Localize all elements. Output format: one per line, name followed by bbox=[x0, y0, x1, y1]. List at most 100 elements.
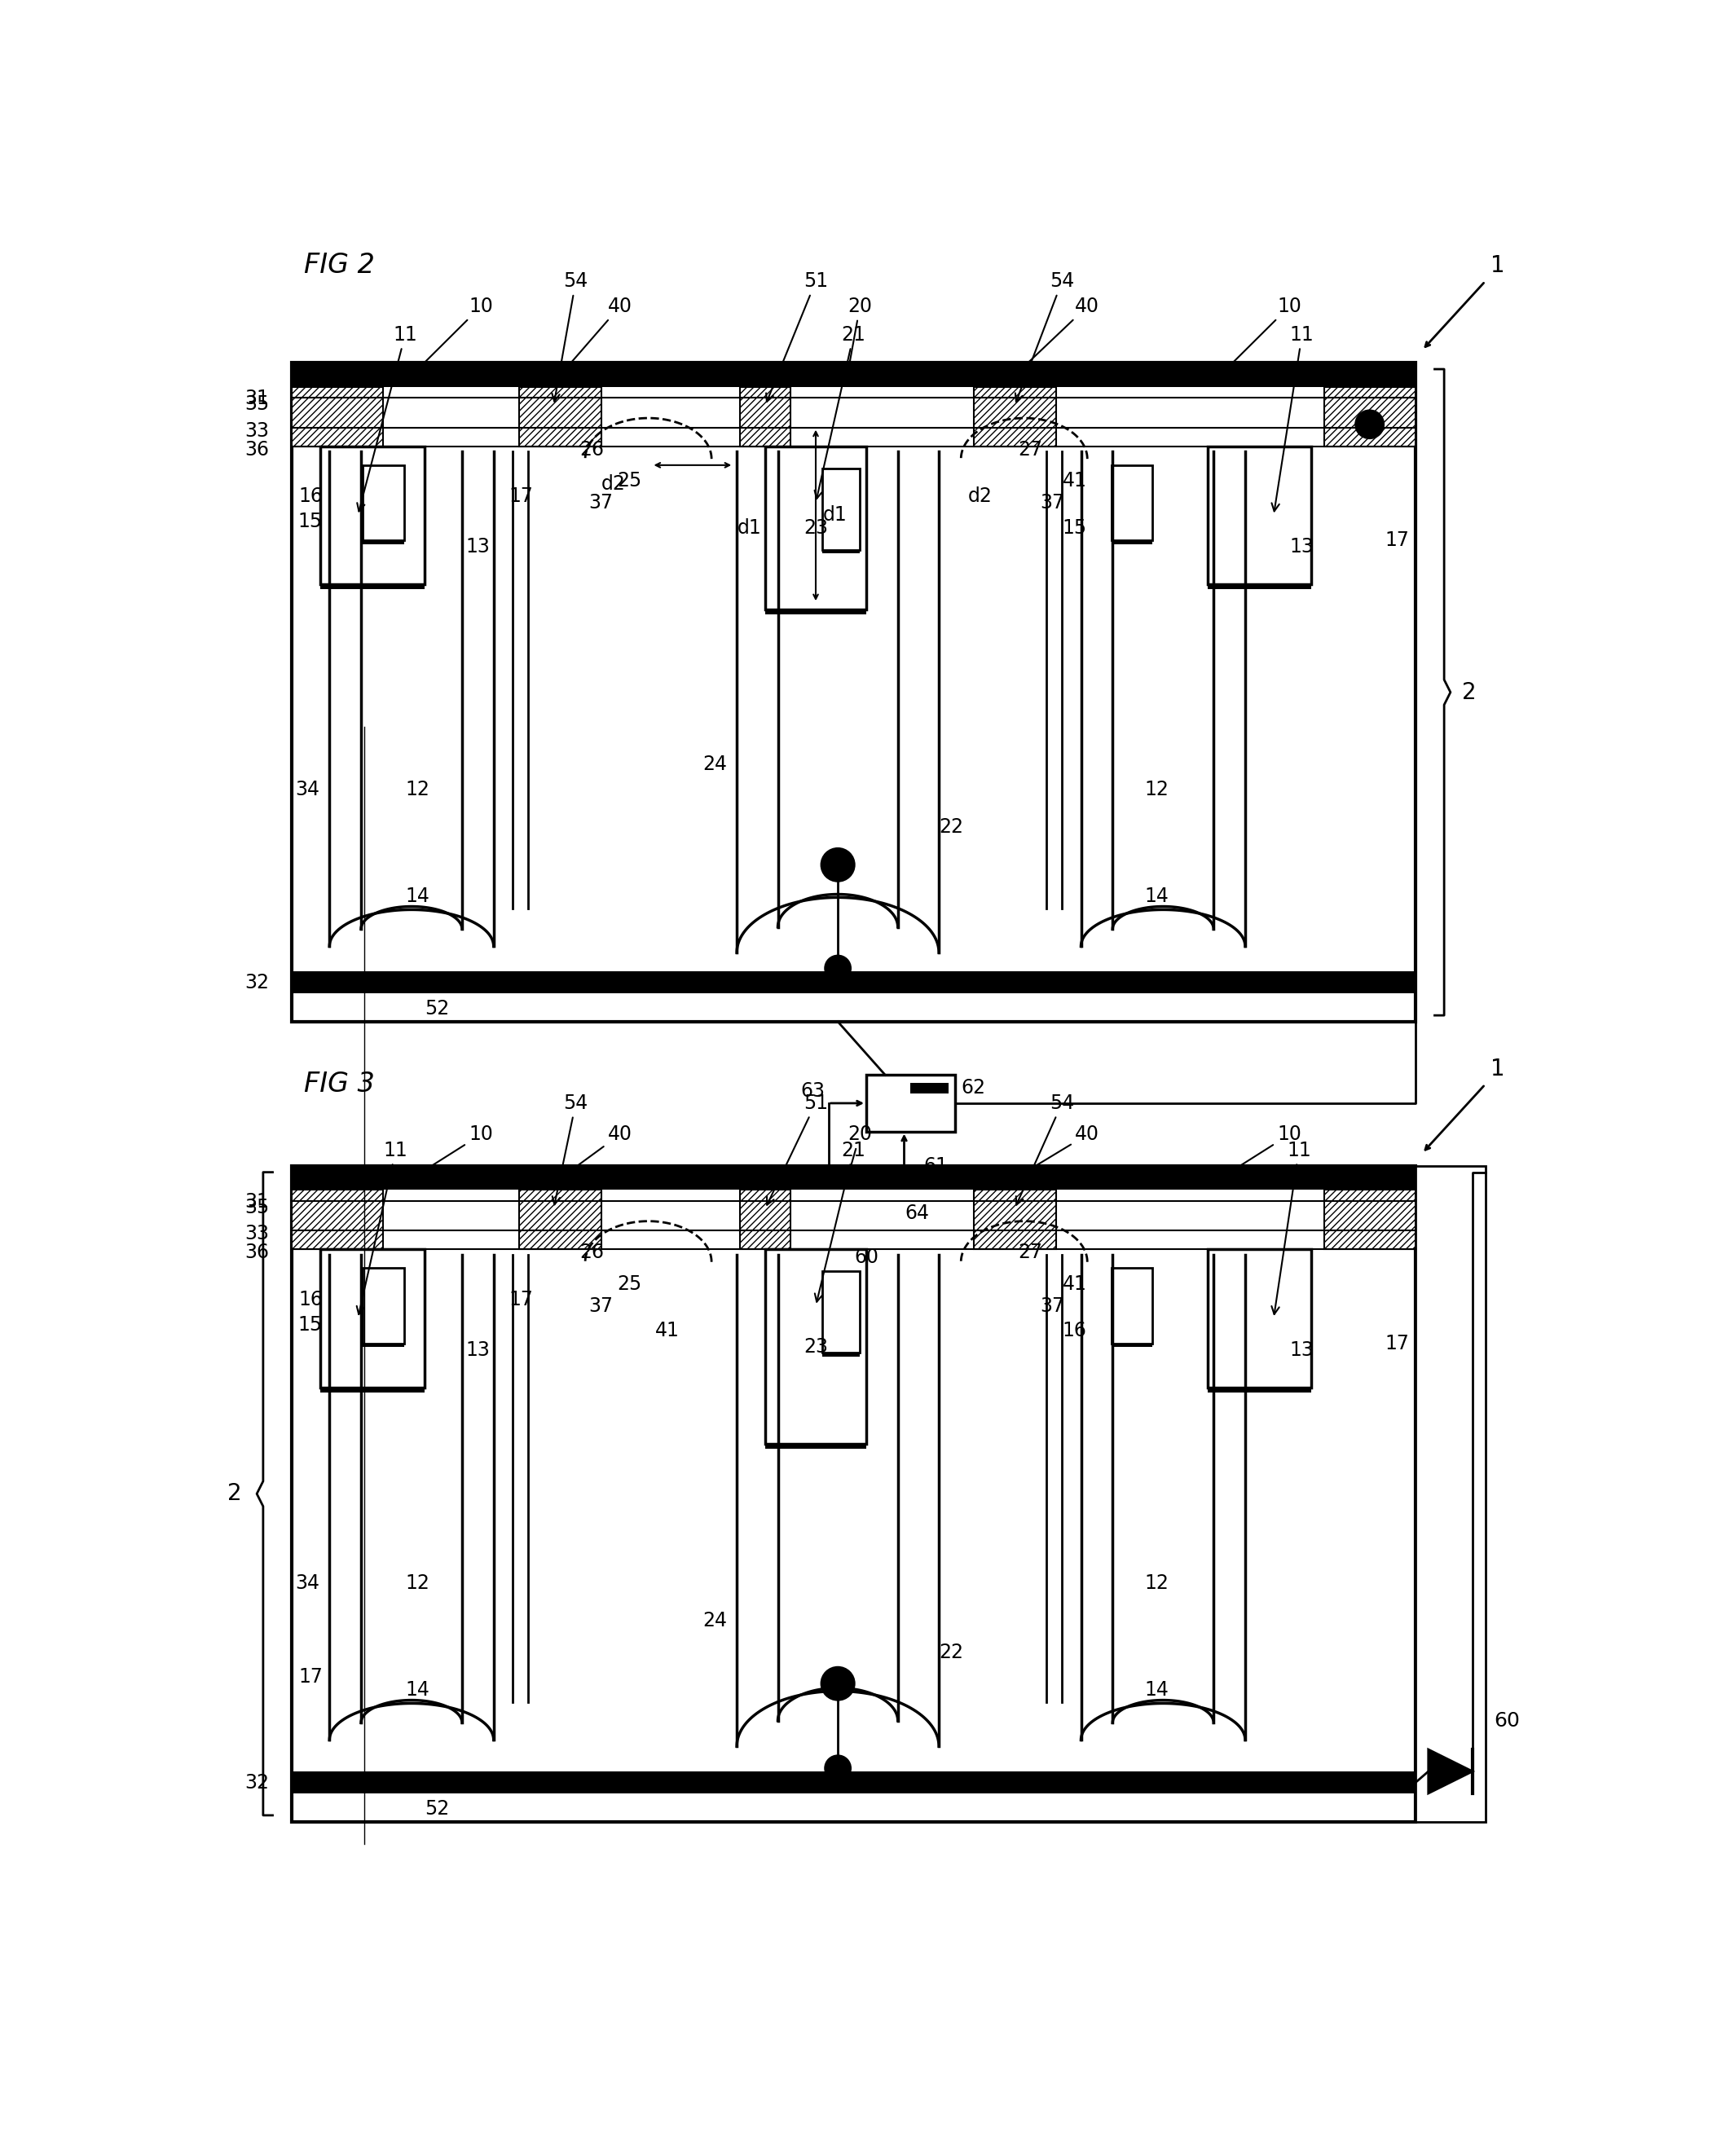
Bar bbox=[319, 446, 425, 584]
Text: 33: 33 bbox=[245, 420, 269, 440]
Text: 36: 36 bbox=[245, 440, 269, 459]
Bar bbox=[1206, 1388, 1312, 1393]
Bar bbox=[973, 386, 1056, 446]
Text: 54: 54 bbox=[552, 1093, 589, 1205]
Text: 13: 13 bbox=[466, 537, 490, 556]
Text: 31: 31 bbox=[245, 1192, 269, 1212]
Text: 52: 52 bbox=[425, 1000, 449, 1020]
Text: 14: 14 bbox=[1144, 1680, 1169, 1699]
Text: 60: 60 bbox=[1495, 1712, 1521, 1731]
Text: 17: 17 bbox=[1384, 530, 1408, 550]
Bar bbox=[1112, 466, 1153, 541]
Text: 10: 10 bbox=[1224, 298, 1301, 373]
Text: 26: 26 bbox=[580, 440, 604, 459]
Text: 23: 23 bbox=[804, 1337, 828, 1356]
Text: 40: 40 bbox=[1018, 1125, 1099, 1177]
Circle shape bbox=[1355, 410, 1384, 438]
Text: 17: 17 bbox=[299, 1667, 323, 1686]
Bar bbox=[822, 1354, 860, 1356]
Text: 13: 13 bbox=[1289, 1341, 1313, 1360]
Bar bbox=[362, 1343, 404, 1348]
Text: 22: 22 bbox=[939, 1643, 963, 1662]
Bar bbox=[740, 1190, 791, 1248]
Text: 22: 22 bbox=[939, 817, 963, 837]
Bar bbox=[1112, 541, 1153, 543]
Text: 51: 51 bbox=[766, 1093, 828, 1205]
Text: 52: 52 bbox=[425, 1800, 449, 1820]
Text: 17: 17 bbox=[509, 1289, 533, 1309]
Bar bbox=[362, 1268, 404, 1343]
Bar bbox=[362, 466, 404, 541]
Bar bbox=[292, 362, 1415, 1022]
Text: d1: d1 bbox=[823, 505, 847, 526]
Text: 11: 11 bbox=[1272, 1141, 1312, 1315]
Text: 24: 24 bbox=[702, 1611, 727, 1630]
Text: FIG 3: FIG 3 bbox=[304, 1072, 375, 1097]
Text: 21: 21 bbox=[815, 326, 866, 498]
Circle shape bbox=[822, 1667, 854, 1699]
Text: 54: 54 bbox=[1017, 1093, 1074, 1205]
Circle shape bbox=[825, 955, 851, 981]
Text: 14: 14 bbox=[1144, 886, 1169, 906]
Text: 14: 14 bbox=[406, 886, 430, 906]
Bar bbox=[292, 386, 383, 446]
Bar bbox=[765, 446, 866, 610]
Text: 32: 32 bbox=[245, 1772, 269, 1792]
Text: 40: 40 bbox=[563, 1125, 632, 1175]
Text: 23: 23 bbox=[804, 517, 828, 537]
Text: 13: 13 bbox=[1289, 537, 1313, 556]
Bar bbox=[1415, 1166, 1484, 1822]
Text: 20: 20 bbox=[846, 298, 872, 371]
Text: 17: 17 bbox=[509, 487, 533, 507]
Text: 13: 13 bbox=[466, 1341, 490, 1360]
Text: 2: 2 bbox=[228, 1483, 242, 1505]
Bar bbox=[319, 1248, 425, 1388]
Text: 25: 25 bbox=[618, 1274, 642, 1294]
Text: 12: 12 bbox=[406, 1574, 430, 1593]
Text: 36: 36 bbox=[245, 1242, 269, 1261]
Text: 10: 10 bbox=[414, 1125, 494, 1177]
Text: 41: 41 bbox=[656, 1322, 680, 1341]
Bar bbox=[362, 541, 404, 543]
Text: 54: 54 bbox=[552, 272, 589, 401]
Text: 31: 31 bbox=[245, 388, 269, 407]
Text: 16: 16 bbox=[299, 487, 323, 507]
Bar bbox=[866, 1076, 954, 1132]
Bar bbox=[1206, 584, 1312, 589]
Text: d1: d1 bbox=[737, 517, 761, 537]
Text: 51: 51 bbox=[766, 272, 828, 401]
Bar bbox=[520, 1190, 601, 1248]
Bar bbox=[911, 1082, 948, 1093]
Bar bbox=[1324, 386, 1415, 446]
Text: 62: 62 bbox=[961, 1078, 986, 1097]
Text: 12: 12 bbox=[1144, 780, 1169, 800]
Text: 16: 16 bbox=[299, 1289, 323, 1309]
Text: 24: 24 bbox=[702, 755, 727, 774]
Text: 41: 41 bbox=[1063, 470, 1087, 492]
Text: 33: 33 bbox=[245, 1225, 269, 1244]
Text: 40: 40 bbox=[1018, 298, 1099, 373]
Text: 26: 26 bbox=[580, 1242, 604, 1261]
Bar bbox=[822, 1272, 860, 1354]
Bar bbox=[765, 1445, 866, 1449]
Text: 25: 25 bbox=[618, 470, 642, 492]
Text: 37: 37 bbox=[1041, 1296, 1065, 1315]
Text: d2: d2 bbox=[601, 474, 627, 494]
Text: 10: 10 bbox=[1224, 1125, 1301, 1177]
Text: 15: 15 bbox=[299, 511, 323, 530]
Text: 16: 16 bbox=[1063, 1322, 1087, 1341]
Text: 61: 61 bbox=[923, 1156, 948, 1175]
Text: 27: 27 bbox=[1018, 440, 1043, 459]
Bar bbox=[292, 1190, 383, 1248]
Bar bbox=[292, 1772, 1415, 1794]
Circle shape bbox=[822, 849, 854, 882]
Text: 41: 41 bbox=[1063, 1274, 1087, 1294]
Text: 15: 15 bbox=[299, 1315, 323, 1335]
Text: 37: 37 bbox=[589, 494, 613, 513]
Text: 63: 63 bbox=[801, 1080, 825, 1100]
Text: 10: 10 bbox=[414, 298, 494, 373]
Text: 32: 32 bbox=[245, 972, 269, 992]
Text: FIG 2: FIG 2 bbox=[304, 252, 375, 278]
Text: 35: 35 bbox=[245, 395, 269, 414]
Text: 11: 11 bbox=[1272, 326, 1313, 511]
